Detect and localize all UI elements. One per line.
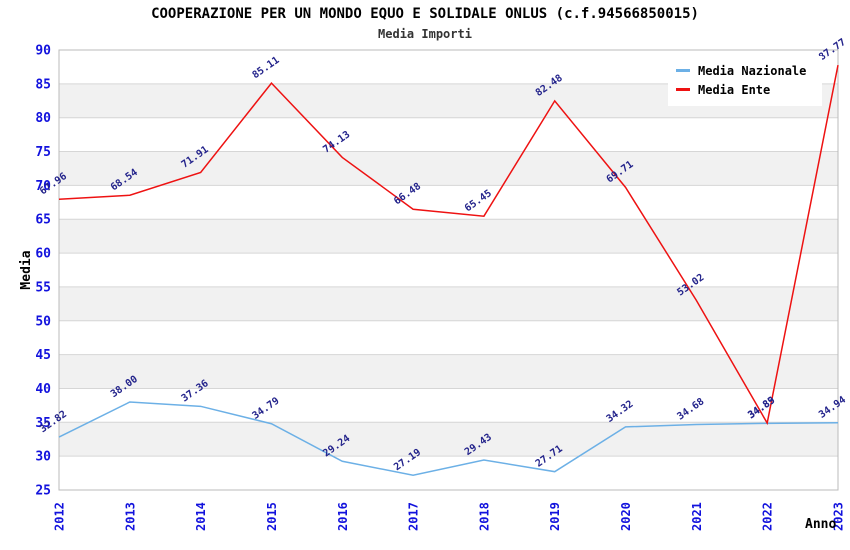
gridlines (58, 49, 839, 491)
x-axis-ticks: 2012 2013 2014 2015 2016 2017 2018 2019 2020 2021… (53, 502, 846, 531)
data-point-label: 34.32 (605, 399, 636, 425)
x-tick-label: 2023 (832, 502, 846, 531)
data-point-label: 85.11 (251, 55, 282, 81)
y-tick-label: 45 (35, 348, 51, 363)
media-ente-line-swatch-icon (676, 88, 690, 91)
x-tick-label: 2017 (407, 502, 421, 531)
y-tick-label: 70 (35, 179, 51, 194)
y-tick-label: 90 (35, 44, 51, 59)
x-tick-label: 2019 (548, 502, 562, 531)
y-tick-label: 40 (35, 382, 51, 397)
y-tick-label: 35 (35, 416, 51, 431)
series-line (58, 64, 839, 426)
legend-item-media-ente: Media Ente (676, 80, 822, 99)
x-tick-label: 2014 (194, 502, 208, 531)
x-tick-label: 2015 (265, 502, 279, 531)
data-point-label: 34.68 (675, 396, 706, 422)
plot-bands (59, 83, 838, 457)
y-tick-label: 80 (35, 111, 51, 126)
data-point-label: 34.79 (251, 396, 282, 422)
y-axis-ticks: 25 30 35 40 45 50 55 60 65 70 75 80 85 90 (35, 44, 51, 499)
legend: Media Nazionale Media Ente (668, 56, 822, 106)
x-tick-label: 2012 (53, 502, 67, 531)
x-tick-label: 2013 (123, 502, 137, 531)
series-lines (58, 64, 839, 476)
x-tick-label: 2018 (477, 502, 491, 531)
x-tick-label: 2020 (619, 502, 633, 531)
media-nazionale-line-swatch-icon (676, 69, 690, 72)
y-tick-label: 25 (35, 484, 51, 499)
data-point-label: 34.89 (746, 395, 777, 421)
y-tick-label: 30 (35, 450, 51, 465)
data-point-label: 34.94 (817, 395, 848, 421)
x-tick-label: 2022 (761, 502, 775, 531)
y-tick-label: 75 (35, 145, 51, 160)
y-tick-label: 50 (35, 314, 51, 329)
y-tick-label: 60 (35, 247, 51, 262)
y-tick-label: 65 (35, 213, 51, 228)
y-tick-label: 85 (35, 77, 51, 92)
series-line (58, 401, 839, 476)
x-axis-title: Anno (805, 517, 836, 532)
x-tick-label: 2021 (690, 502, 704, 531)
y-axis-title: Media (19, 250, 34, 289)
chart-title: COOPERAZIONE PER UN MONDO EQUO E SOLIDAL… (151, 6, 699, 22)
legend-label: Media Nazionale (698, 63, 807, 78)
y-tick-label: 55 (35, 280, 51, 295)
chart-subtitle: Media Importi (378, 27, 472, 41)
x-tick-label: 2016 (336, 502, 350, 531)
data-point-label: 65.45 (463, 188, 494, 214)
legend-label: Media Ente (698, 82, 771, 97)
legend-item-media-nazionale: Media Nazionale (676, 61, 822, 80)
